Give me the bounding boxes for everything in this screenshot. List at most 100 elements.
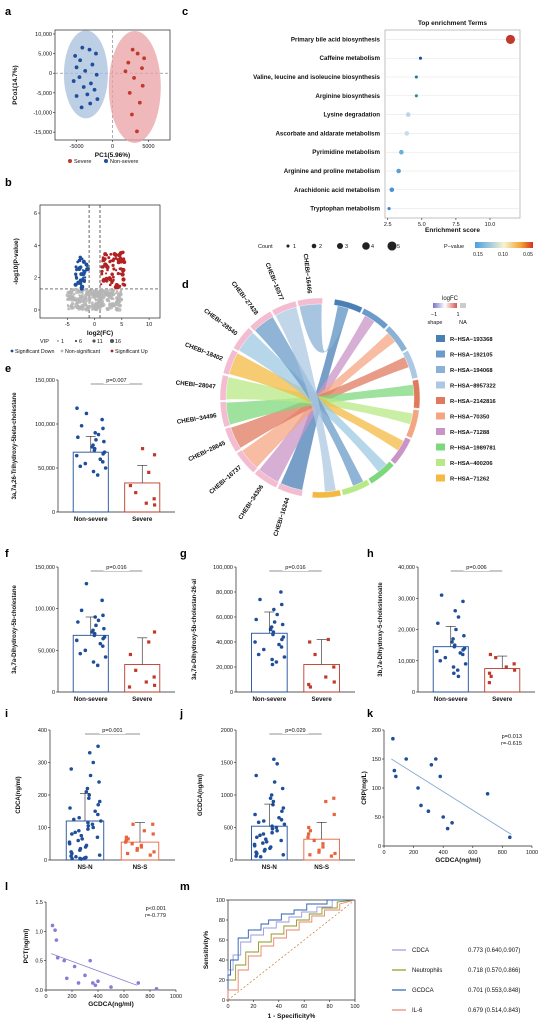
e-data-point bbox=[103, 466, 108, 470]
e-data-point bbox=[134, 491, 138, 495]
b-y-tick-label: 0 bbox=[34, 308, 37, 314]
m-roc-line-neutrophils bbox=[227, 899, 356, 1000]
c-point bbox=[404, 131, 410, 136]
h-data-point bbox=[461, 648, 465, 652]
k-data-point bbox=[434, 757, 438, 761]
j-category-label: NS-S bbox=[314, 864, 329, 871]
c-point bbox=[414, 75, 418, 79]
j-data-point bbox=[280, 809, 284, 814]
b-point-non-significant bbox=[93, 295, 97, 299]
b-point-non-significant bbox=[110, 291, 113, 294]
l-x-tick-label: 400 bbox=[93, 994, 102, 1000]
b-point-up bbox=[112, 251, 117, 257]
i-data-point bbox=[139, 843, 143, 847]
d-compound-label: CHEBI−16244 bbox=[272, 496, 291, 537]
f-data-point bbox=[144, 680, 148, 684]
d-legend-swatch bbox=[436, 366, 445, 373]
c-pvalue-legend-title: P−value bbox=[444, 244, 464, 250]
j-data-point bbox=[256, 820, 261, 825]
b-point-up bbox=[119, 250, 123, 255]
i-data-point bbox=[77, 815, 81, 820]
m-legend-label: CDCA bbox=[412, 948, 429, 954]
i-data-point bbox=[74, 854, 78, 859]
b-category-legend-label: Significant Up bbox=[115, 349, 148, 355]
b-point-non-significant bbox=[116, 292, 121, 296]
e-y-tick-label: 50,000 bbox=[38, 466, 55, 472]
d-legend-swatch bbox=[436, 412, 445, 420]
g-data-point bbox=[332, 665, 336, 669]
k-x-tick-label: 0 bbox=[382, 850, 385, 856]
b-point-non-significant bbox=[90, 301, 94, 305]
b-point-non-significant bbox=[93, 289, 97, 292]
b-point-up bbox=[120, 272, 125, 277]
m-y-tick-label: 20 bbox=[219, 978, 225, 984]
d-compound-label: CHEBI−16577 bbox=[264, 262, 285, 302]
b-point-down bbox=[78, 258, 82, 261]
d-compound-arc bbox=[254, 468, 279, 489]
a-point-non-severe bbox=[73, 54, 78, 58]
i-data-point bbox=[71, 817, 76, 822]
j-data-point bbox=[321, 842, 325, 846]
g-pvalue-bg bbox=[282, 564, 309, 571]
j-data-point bbox=[271, 802, 275, 807]
b-point-non-significant bbox=[92, 307, 96, 310]
c-count-legend-label: 5 bbox=[397, 244, 400, 250]
h-data-point bbox=[512, 662, 516, 666]
f-data-point bbox=[101, 636, 105, 641]
d-pathway-arc bbox=[402, 350, 419, 380]
m-legend-auc: 0.679 (0.514,0.843) bbox=[468, 1008, 520, 1014]
i-data-point bbox=[151, 832, 155, 836]
d-compound-label: CHEBI−16466 bbox=[302, 253, 313, 294]
d-compound-arc bbox=[249, 310, 274, 332]
b-size-legend-label: 6 bbox=[79, 339, 82, 345]
g-data-point bbox=[280, 622, 285, 627]
e-data-point bbox=[140, 447, 145, 451]
b-x-tick-label: -5 bbox=[65, 322, 70, 328]
j-data-point bbox=[306, 832, 311, 836]
b-point-up bbox=[121, 269, 125, 273]
g-y-tick-label: 60,000 bbox=[216, 615, 233, 621]
a-point-severe bbox=[123, 69, 128, 74]
b-point-non-significant bbox=[88, 289, 92, 292]
d-legend-swatch bbox=[436, 381, 445, 389]
m-y-tick-label: 80 bbox=[219, 918, 225, 924]
j-data-point bbox=[254, 773, 258, 778]
i-data-point bbox=[76, 838, 81, 843]
j-y-label: GCDCA(ng/ml) bbox=[198, 774, 204, 816]
i-data-point bbox=[97, 799, 102, 804]
j-data-point bbox=[280, 786, 285, 791]
b-point-up bbox=[105, 253, 109, 257]
f-pvalue: p=0.016 bbox=[106, 565, 126, 571]
b-category-legend-label: Non-significant bbox=[65, 349, 101, 355]
i-data-point bbox=[130, 842, 134, 846]
d-compound-arc bbox=[297, 297, 323, 307]
c-plot-frame bbox=[384, 29, 521, 219]
l-x-label: GCDCA(ng/ml) bbox=[88, 1001, 134, 1008]
b-point-up bbox=[116, 260, 121, 265]
b-point-non-significant bbox=[119, 292, 123, 296]
j-data-point bbox=[269, 793, 274, 797]
j-data-point bbox=[255, 835, 259, 840]
d-legend-label: R−HSA−193368 bbox=[450, 337, 493, 343]
l-x-tick-label: 1000 bbox=[170, 994, 182, 1000]
i-data-point bbox=[99, 819, 103, 823]
i-data-point bbox=[70, 856, 74, 861]
k-data-point bbox=[391, 736, 395, 741]
b-size-legend-label: 1 bbox=[61, 339, 64, 345]
a-point-severe bbox=[132, 76, 136, 80]
b-point-non-significant bbox=[105, 289, 109, 293]
i-data-point bbox=[126, 851, 130, 856]
h-data-point bbox=[439, 593, 444, 597]
b-point-non-significant bbox=[115, 296, 119, 300]
l-x-tick-label: 800 bbox=[145, 994, 154, 1000]
j-data-point bbox=[312, 838, 316, 843]
d-compound-arc bbox=[219, 401, 231, 428]
d-pathway-arc bbox=[341, 479, 371, 496]
k-data-point bbox=[404, 757, 409, 761]
i-data-point bbox=[97, 780, 101, 784]
b-point-non-significant bbox=[119, 304, 122, 307]
h-category-label: Severe bbox=[492, 696, 513, 703]
b-point-non-significant bbox=[94, 306, 99, 311]
m-roc-line-il-6 bbox=[227, 899, 356, 1000]
g-data-point bbox=[279, 645, 284, 649]
